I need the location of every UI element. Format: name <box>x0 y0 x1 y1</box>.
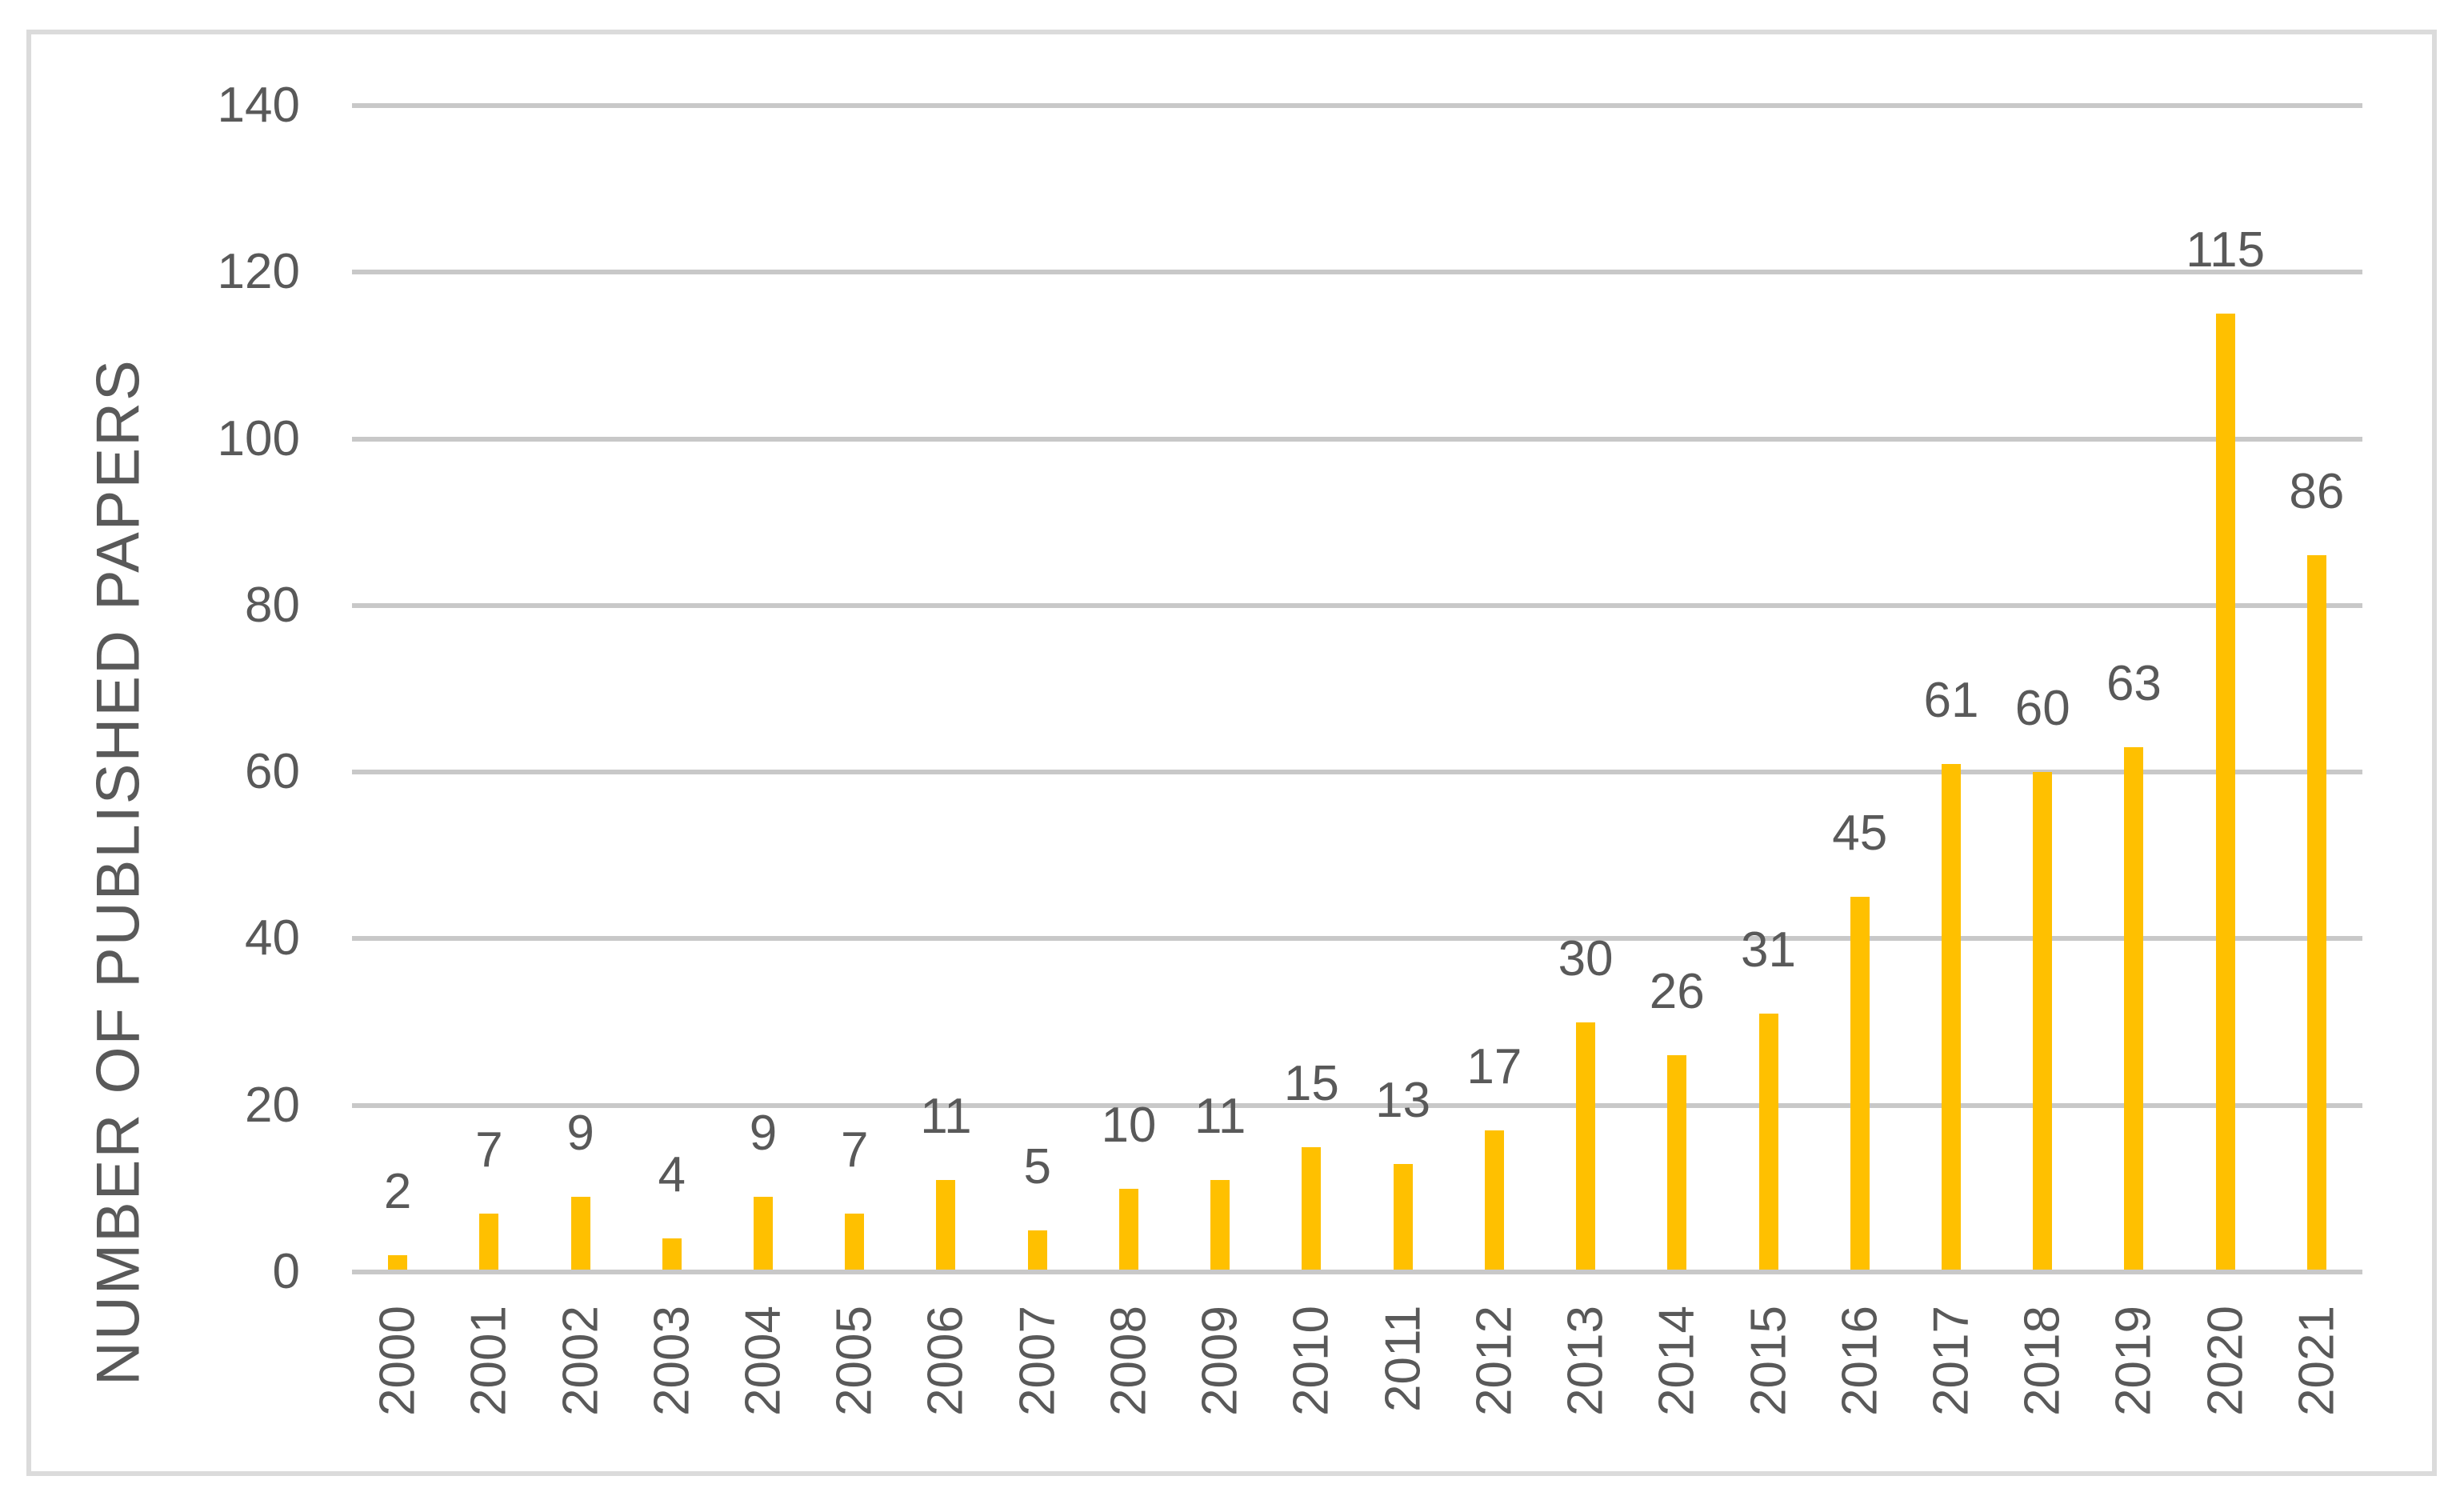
x-axis-line <box>352 1270 2362 1274</box>
data-label-2020: 115 <box>2186 222 2266 278</box>
x-tick-label-2015: 2015 <box>1741 1306 1797 1416</box>
bar-2007 <box>1027 1230 1047 1272</box>
data-label-2005: 7 <box>841 1122 869 1178</box>
data-label-2004: 9 <box>749 1106 778 1162</box>
plot-area: 2 7 9 4 9 7 11 5 10 11 15 13 17 30 26 31 45 61 60 63 115 86 <box>352 103 2362 1274</box>
x-tick-label-2008: 2008 <box>1101 1306 1157 1416</box>
data-label-2018: 60 <box>2014 681 2070 737</box>
data-label-2013: 30 <box>1558 930 1614 986</box>
y-tick-label: 120 <box>217 244 300 300</box>
bar-2001 <box>479 1214 499 1272</box>
x-tick-label-2007: 2007 <box>1010 1306 1066 1416</box>
y-tick-label: 80 <box>245 577 300 633</box>
gridline-20 <box>352 1102 2362 1108</box>
data-label-2017: 61 <box>1923 672 1979 728</box>
bar-2021 <box>2306 555 2326 1272</box>
bar-2020 <box>2215 314 2235 1272</box>
x-tick-label-2002: 2002 <box>553 1306 609 1416</box>
y-tick-label: 60 <box>245 744 300 800</box>
x-tick-label-2012: 2012 <box>1466 1306 1522 1416</box>
bar-2012 <box>1484 1130 1504 1272</box>
bar-2014 <box>1667 1055 1687 1272</box>
data-label-2000: 2 <box>383 1164 412 1220</box>
bar-2019 <box>2124 746 2144 1272</box>
gridline-100 <box>352 436 2362 442</box>
bar-2017 <box>1941 763 1961 1272</box>
data-label-2021: 86 <box>2289 464 2345 520</box>
gridline-60 <box>352 770 2362 775</box>
x-tick-label-2004: 2004 <box>735 1306 791 1416</box>
data-label-2001: 7 <box>475 1122 503 1178</box>
data-label-2009: 11 <box>1194 1089 1246 1145</box>
data-label-2008: 10 <box>1101 1097 1157 1153</box>
data-label-2014: 26 <box>1649 964 1705 1020</box>
bar-2002 <box>570 1197 590 1272</box>
data-label-2007: 5 <box>1023 1138 1051 1194</box>
x-tick-label-2021: 2021 <box>2289 1306 2345 1416</box>
gridline-140 <box>352 103 2362 108</box>
x-tick-label-2000: 2000 <box>370 1306 426 1416</box>
x-tick-label-2009: 2009 <box>1192 1306 1248 1416</box>
data-label-2002: 9 <box>566 1106 594 1162</box>
x-tick-label-2013: 2013 <box>1558 1306 1614 1416</box>
x-tick-label-2005: 2005 <box>826 1306 882 1416</box>
bar-2013 <box>1576 1022 1596 1272</box>
x-tick-label-2011: 2011 <box>1375 1306 1431 1413</box>
bar-2010 <box>1302 1146 1322 1272</box>
y-tick-label: 40 <box>245 910 300 966</box>
data-label-2015: 31 <box>1741 922 1796 978</box>
bar-2000 <box>388 1255 408 1272</box>
gridline-40 <box>352 936 2362 942</box>
data-label-2010: 15 <box>1283 1055 1339 1111</box>
bar-2006 <box>936 1180 956 1272</box>
bar-2011 <box>1393 1163 1413 1272</box>
bar-2015 <box>1758 1014 1778 1272</box>
x-tick-label-2006: 2006 <box>918 1306 974 1416</box>
x-tick-label-2010: 2010 <box>1283 1306 1339 1416</box>
data-label-2019: 63 <box>2106 655 2162 711</box>
x-tick-label-2016: 2016 <box>1832 1306 1888 1416</box>
y-tick-label: 20 <box>245 1077 300 1133</box>
bar-2008 <box>1118 1188 1138 1272</box>
y-tick-label: 100 <box>217 410 300 466</box>
y-tick-label: 140 <box>217 78 300 133</box>
gridline-120 <box>352 270 2362 275</box>
x-tick-label-2014: 2014 <box>1649 1306 1705 1416</box>
data-label-2006: 11 <box>920 1089 972 1145</box>
x-tick-label-2003: 2003 <box>644 1306 700 1416</box>
data-label-2016: 45 <box>1832 806 1888 862</box>
y-tick-label: 0 <box>272 1244 300 1299</box>
gridline-80 <box>352 602 2362 608</box>
bar-2003 <box>662 1238 682 1272</box>
x-tick-label-2001: 2001 <box>461 1306 517 1416</box>
bar-2005 <box>845 1214 865 1272</box>
bar-2009 <box>1210 1180 1230 1272</box>
data-label-2012: 17 <box>1466 1038 1522 1094</box>
bar-2004 <box>754 1197 774 1272</box>
x-tick-label-2019: 2019 <box>2106 1306 2162 1416</box>
bar-2018 <box>2033 772 2053 1272</box>
x-tick-label-2020: 2020 <box>2198 1306 2254 1416</box>
data-label-2003: 4 <box>658 1147 686 1203</box>
data-label-2011: 13 <box>1375 1072 1431 1128</box>
x-tick-label-2018: 2018 <box>2014 1306 2070 1416</box>
bar-2016 <box>1850 897 1870 1272</box>
x-tick-label-2017: 2017 <box>1923 1306 1979 1416</box>
